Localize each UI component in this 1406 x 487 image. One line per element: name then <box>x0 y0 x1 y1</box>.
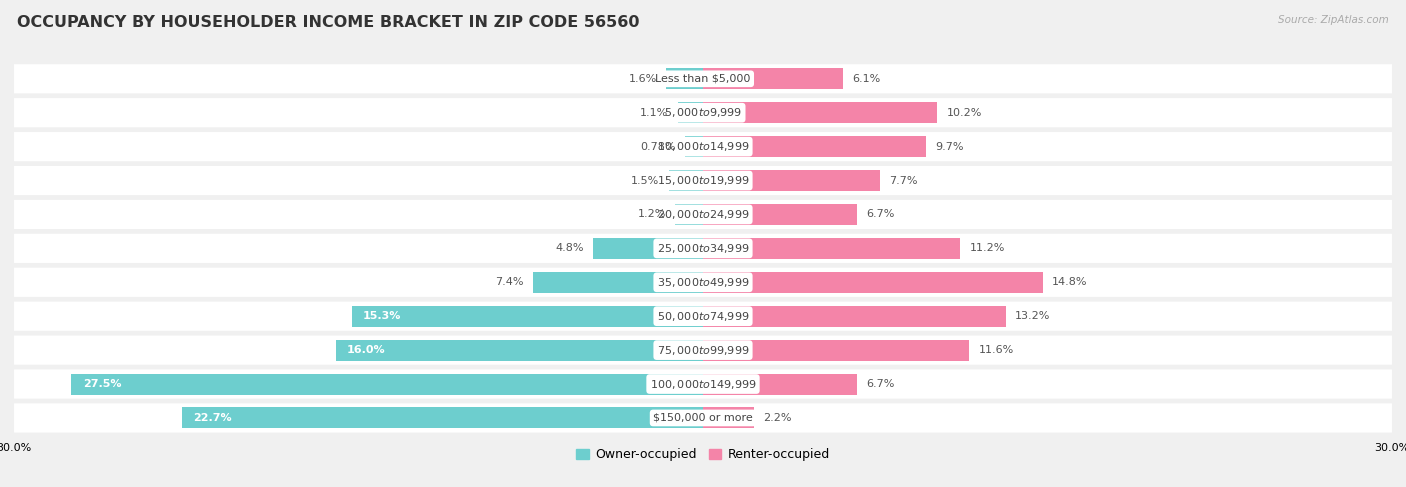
Text: $35,000 to $49,999: $35,000 to $49,999 <box>657 276 749 289</box>
Bar <box>593 238 703 259</box>
Bar <box>533 272 703 293</box>
Bar <box>703 339 969 361</box>
Bar <box>703 238 960 259</box>
Bar <box>703 68 844 89</box>
Text: $5,000 to $9,999: $5,000 to $9,999 <box>664 106 742 119</box>
Text: 2.2%: 2.2% <box>762 413 792 423</box>
Text: 1.5%: 1.5% <box>631 175 659 186</box>
Text: 10.2%: 10.2% <box>946 108 981 118</box>
Bar <box>703 170 880 191</box>
Text: 1.2%: 1.2% <box>638 209 666 220</box>
Text: 11.2%: 11.2% <box>969 244 1005 253</box>
Bar <box>703 204 856 225</box>
Text: $10,000 to $14,999: $10,000 to $14,999 <box>657 140 749 153</box>
Text: 0.78%: 0.78% <box>640 142 676 151</box>
FancyBboxPatch shape <box>14 403 1392 432</box>
Text: $100,000 to $149,999: $100,000 to $149,999 <box>650 377 756 391</box>
Text: $20,000 to $24,999: $20,000 to $24,999 <box>657 208 749 221</box>
Text: 1.6%: 1.6% <box>628 74 657 84</box>
Text: 1.1%: 1.1% <box>640 108 669 118</box>
FancyBboxPatch shape <box>14 301 1392 331</box>
Text: 15.3%: 15.3% <box>363 311 402 321</box>
Text: 16.0%: 16.0% <box>347 345 385 355</box>
Bar <box>336 339 703 361</box>
Text: 7.7%: 7.7% <box>889 175 918 186</box>
Text: $50,000 to $74,999: $50,000 to $74,999 <box>657 310 749 323</box>
FancyBboxPatch shape <box>14 234 1392 263</box>
Bar <box>703 408 754 429</box>
FancyBboxPatch shape <box>14 166 1392 195</box>
Bar <box>703 374 856 394</box>
Bar <box>352 306 703 327</box>
FancyBboxPatch shape <box>14 132 1392 161</box>
FancyBboxPatch shape <box>14 64 1392 94</box>
Text: 11.6%: 11.6% <box>979 345 1014 355</box>
Bar <box>666 68 703 89</box>
Text: OCCUPANCY BY HOUSEHOLDER INCOME BRACKET IN ZIP CODE 56560: OCCUPANCY BY HOUSEHOLDER INCOME BRACKET … <box>17 15 640 30</box>
Text: 9.7%: 9.7% <box>935 142 963 151</box>
Text: 6.7%: 6.7% <box>866 209 894 220</box>
Legend: Owner-occupied, Renter-occupied: Owner-occupied, Renter-occupied <box>571 443 835 466</box>
Bar <box>669 170 703 191</box>
Text: Less than $5,000: Less than $5,000 <box>655 74 751 84</box>
Bar <box>703 136 925 157</box>
Text: $15,000 to $19,999: $15,000 to $19,999 <box>657 174 749 187</box>
Text: 6.7%: 6.7% <box>866 379 894 389</box>
Bar <box>703 306 1007 327</box>
Bar <box>703 272 1043 293</box>
FancyBboxPatch shape <box>14 370 1392 399</box>
Text: 6.1%: 6.1% <box>852 74 880 84</box>
Bar <box>685 136 703 157</box>
Bar <box>678 102 703 123</box>
FancyBboxPatch shape <box>14 268 1392 297</box>
Text: $150,000 or more: $150,000 or more <box>654 413 752 423</box>
Text: $75,000 to $99,999: $75,000 to $99,999 <box>657 344 749 356</box>
Text: 7.4%: 7.4% <box>495 277 524 287</box>
Text: 14.8%: 14.8% <box>1052 277 1088 287</box>
Bar <box>675 204 703 225</box>
Bar <box>72 374 703 394</box>
Text: 4.8%: 4.8% <box>555 244 583 253</box>
Bar <box>703 102 938 123</box>
Text: Source: ZipAtlas.com: Source: ZipAtlas.com <box>1278 15 1389 25</box>
Text: 22.7%: 22.7% <box>193 413 232 423</box>
FancyBboxPatch shape <box>14 336 1392 365</box>
FancyBboxPatch shape <box>14 98 1392 127</box>
Text: 13.2%: 13.2% <box>1015 311 1050 321</box>
Text: 27.5%: 27.5% <box>83 379 121 389</box>
Text: $25,000 to $34,999: $25,000 to $34,999 <box>657 242 749 255</box>
Bar <box>181 408 703 429</box>
FancyBboxPatch shape <box>14 200 1392 229</box>
